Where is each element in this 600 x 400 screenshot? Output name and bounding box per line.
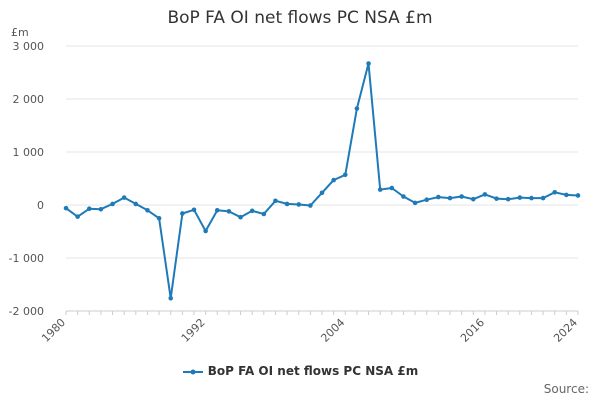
data-point <box>482 192 488 197</box>
source-label: Source: <box>543 382 589 396</box>
legend-label: BoP FA OI net flows PC NSA £m <box>207 364 419 378</box>
data-point <box>389 185 395 191</box>
data-point <box>296 202 302 207</box>
data-point <box>156 215 162 221</box>
data-point <box>494 196 499 201</box>
data-point <box>226 209 232 214</box>
data-point <box>412 200 418 206</box>
data-point <box>470 196 476 202</box>
data-point <box>436 194 441 200</box>
data-point <box>121 195 127 200</box>
data-point <box>319 190 325 196</box>
data-point <box>575 193 581 198</box>
y-tick-label: -2 000 <box>9 305 44 318</box>
x-tick-label: 1992 <box>179 316 208 345</box>
chart-title: BoP FA OI net flows PC NSA £m <box>167 8 433 28</box>
y-tick-label: 0 <box>37 199 44 212</box>
y-tick-labels: 3 000 2 000 1 000 0 -1 000 -2 000 <box>9 40 44 318</box>
x-tick-label: 1980 <box>39 316 68 345</box>
x-tick-label: 2004 <box>318 316 347 345</box>
data-point <box>529 195 534 201</box>
data-point <box>342 172 348 178</box>
gridlines <box>66 45 578 259</box>
data-point <box>331 177 336 183</box>
data-point <box>191 207 197 213</box>
data-point <box>366 61 371 66</box>
data-point <box>377 187 383 192</box>
data-point <box>564 192 569 198</box>
axes <box>65 310 579 315</box>
x-tick-labels: 1980 1992 2004 2016 2024 <box>39 316 580 345</box>
data-point <box>284 201 290 207</box>
data-point <box>98 206 104 212</box>
x-tick-label: 2016 <box>458 316 487 345</box>
data-point <box>552 189 558 195</box>
data-point <box>168 295 174 301</box>
data-point <box>354 106 360 111</box>
data-point <box>63 205 69 211</box>
data-point <box>214 208 220 213</box>
data-point <box>145 208 150 213</box>
data-point <box>238 214 243 220</box>
data-point <box>261 211 267 217</box>
legend[interactable]: BoP FA OI net flows PC NSA £m <box>0 364 600 378</box>
data-point <box>517 195 523 200</box>
data-point <box>401 194 406 199</box>
y-tick-label: 2 000 <box>13 93 45 106</box>
legend-line-swatch-icon <box>182 369 203 374</box>
data-point <box>424 197 430 202</box>
data-point <box>540 195 546 201</box>
data-point <box>203 228 208 234</box>
y-tick-label: 3 000 <box>13 40 45 53</box>
data-point <box>180 211 185 216</box>
y-tick-label: 1 000 <box>13 146 45 159</box>
data-point <box>308 203 313 208</box>
y-tick-label: -1 000 <box>9 252 44 265</box>
data-point <box>86 206 92 212</box>
data-point <box>273 198 278 204</box>
data-point <box>447 195 453 201</box>
x-tick-label: 2024 <box>551 316 580 345</box>
series-layer <box>63 61 581 301</box>
data-point <box>133 201 139 207</box>
data-point <box>75 214 80 219</box>
data-point <box>249 208 255 214</box>
data-point <box>505 196 511 202</box>
y-axis-unit-label: £m <box>11 26 29 39</box>
data-point <box>110 201 115 207</box>
data-point <box>459 194 464 199</box>
